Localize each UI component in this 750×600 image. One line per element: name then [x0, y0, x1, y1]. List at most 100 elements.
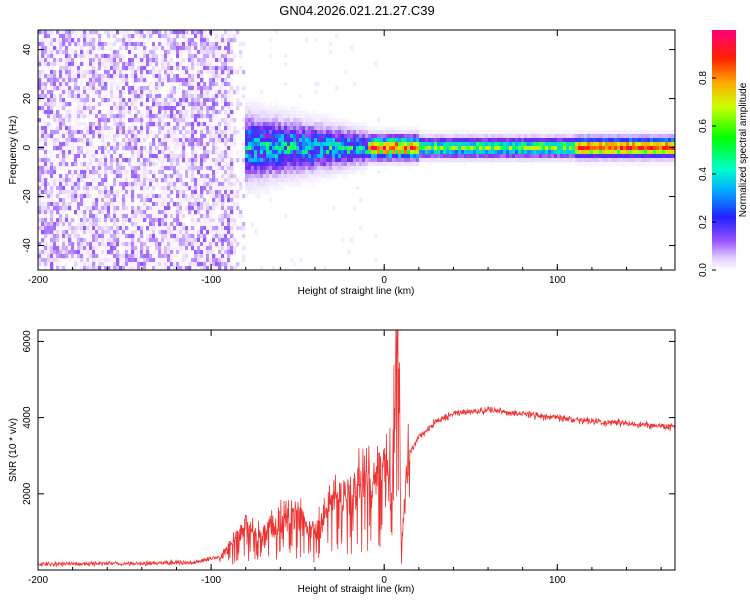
spectrogram-cell	[242, 158, 246, 163]
spectrogram-cell	[50, 210, 54, 215]
spectrogram-cell	[95, 206, 99, 211]
spectrogram-cell	[101, 238, 105, 243]
spectrogram-cell	[215, 178, 219, 183]
spectrogram-cell	[605, 154, 609, 159]
spectrogram-cell	[155, 46, 159, 51]
spectrogram-cell	[569, 142, 573, 147]
spectrogram-cell	[233, 218, 237, 223]
spectrogram-cell	[92, 254, 96, 259]
spectrogram-cell	[128, 74, 132, 79]
spectrogram-cell	[455, 134, 459, 139]
spectrogram-cell	[284, 146, 288, 151]
spectrogram-cell	[449, 134, 453, 139]
spectrogram-cell	[218, 218, 222, 223]
spectrogram-cell	[347, 142, 351, 147]
spectrogram-cell	[521, 142, 525, 147]
spectrogram-cell	[197, 178, 201, 183]
spectrogram-cell	[251, 102, 255, 107]
spectrogram-cell	[632, 162, 636, 167]
spectrogram-cell	[59, 90, 63, 95]
spectrogram-cell	[431, 130, 435, 135]
spectrogram-cell	[116, 186, 120, 191]
spectrogram-cell	[104, 62, 108, 67]
spectrogram-cell	[53, 250, 57, 255]
spectrogram-cell	[191, 242, 195, 247]
spectrogram-cell	[113, 102, 117, 107]
spectrogram-cell	[578, 158, 582, 163]
spectrogram-cell	[461, 158, 465, 163]
spectrogram-cell	[260, 174, 264, 179]
spectrogram-cell	[227, 162, 231, 167]
spectrogram-cell	[131, 170, 135, 175]
spectrogram-cell	[419, 154, 423, 159]
spectrogram-cell	[50, 70, 54, 75]
spectrogram-cell	[578, 134, 582, 139]
spectrogram-cell	[197, 130, 201, 135]
spectrogram-cell	[305, 122, 309, 127]
spectrogram-cell	[188, 186, 192, 191]
spectrogram-cell	[173, 138, 177, 143]
spectrogram-cell	[92, 62, 96, 67]
spectrogram-cell	[218, 238, 222, 243]
spectrogram-cell	[206, 86, 210, 91]
spectrogram-cell	[53, 78, 57, 83]
spectrogram-cell	[245, 186, 249, 191]
spectrogram-cell	[452, 150, 456, 155]
spectrogram-cell	[230, 266, 234, 270]
spectrogram-cell	[215, 238, 219, 243]
spectrogram-cell	[449, 130, 453, 135]
spectrogram-cell	[83, 262, 87, 267]
spectrogram-cell	[566, 146, 570, 151]
spectrogram-cell	[83, 218, 87, 223]
spectrogram-cell	[107, 114, 111, 119]
spectrogram-cell	[89, 262, 93, 267]
spectrogram-cell	[653, 162, 657, 167]
spectrogram-cell	[233, 250, 237, 255]
spectrogram-cell	[326, 114, 330, 119]
spectrogram-cell	[50, 90, 54, 95]
spectrogram-cell	[92, 158, 96, 163]
spectrogram-cell	[83, 54, 87, 59]
spectrogram-cell	[146, 262, 150, 267]
spectrogram-cell	[224, 50, 228, 55]
spectrogram-cell	[512, 138, 516, 143]
spectrogram-cell	[101, 122, 105, 127]
spectrogram-cells	[38, 30, 675, 270]
spectrogram-cell	[185, 66, 189, 71]
spectrogram-cell	[212, 202, 216, 207]
spectrogram-cell	[278, 110, 282, 115]
spectrogram-cell	[494, 150, 498, 155]
spectrogram-cell	[380, 130, 384, 135]
spectrogram-cell	[650, 146, 654, 151]
spectrogram-cell	[392, 134, 396, 139]
spectrogram-cell	[524, 146, 528, 151]
spectrogram-cell	[161, 250, 165, 255]
spectrogram-cell	[644, 134, 648, 139]
spectrogram-cell	[38, 70, 42, 75]
spectrogram-cell	[440, 138, 444, 143]
spectrogram-cell	[173, 62, 177, 67]
spectrogram-cell	[668, 134, 672, 139]
spectrogram-cell	[215, 150, 219, 155]
spectrogram-cell	[452, 158, 456, 163]
spectrogram-cell	[206, 230, 210, 235]
spectrogram-cell	[116, 122, 120, 127]
spectrogram-cell	[209, 150, 213, 155]
spectrogram-cell	[209, 86, 213, 91]
spectrogram-cell	[179, 242, 183, 247]
spectrogram-cell	[434, 142, 438, 147]
spectrogram-cell	[404, 130, 408, 135]
spectrogram-cell	[254, 114, 258, 119]
spectrogram-cell	[269, 114, 273, 119]
spectrogram-cell	[656, 130, 660, 135]
spectrogram-cell	[92, 246, 96, 251]
spectrogram-cell	[101, 186, 105, 191]
spectrogram-cell	[443, 154, 447, 159]
spectrogram-cell	[80, 98, 84, 103]
spectrogram-cell	[125, 218, 129, 223]
spectrogram-cell	[59, 214, 63, 219]
spectrogram-cell	[176, 190, 180, 195]
spectrogram-cell	[89, 42, 93, 47]
spectrogram-cell	[176, 242, 180, 247]
spectrogram-cell	[209, 222, 213, 227]
